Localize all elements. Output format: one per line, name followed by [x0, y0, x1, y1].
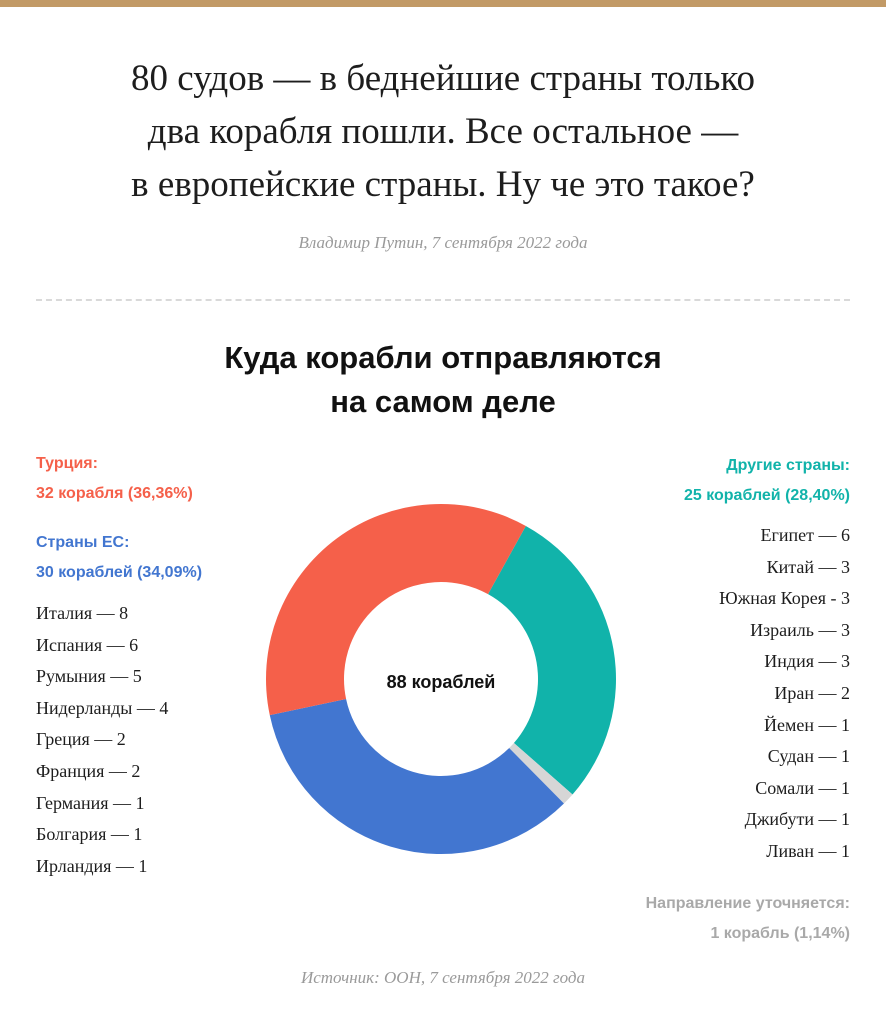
country-list-item: Болгария — 1 [36, 824, 143, 845]
donut-slice-turkey [266, 503, 526, 716]
country-list-item: Китай — 3 [766, 556, 850, 577]
country-list-item: Египет — 6 [760, 525, 851, 545]
legend-turkey-summary: 32 корабля (36,36%) [36, 485, 193, 502]
country-list-item: Сомали — 1 [755, 777, 850, 798]
country-list-item: Италия — 8 [36, 603, 129, 623]
legend-turkey-name: Турция: [36, 455, 98, 472]
country-list-item: Испания — 6 [36, 634, 139, 655]
quote-text: 80 судов — в беднейшие страны только два… [40, 52, 846, 211]
quote-author: Владимир Путин, 7 сентября 2022 года [298, 233, 588, 252]
country-list-item: Ирландия — 1 [36, 855, 148, 876]
donut-slice-pending [509, 742, 573, 804]
quote-line: в европейские страны. Ну че это такое? [131, 164, 755, 205]
chart-title-line: на самом деле [330, 384, 556, 419]
donut-slice-other [488, 525, 616, 795]
legend-eu-name: Страны ЕС: [36, 534, 130, 551]
country-list-item: Нидерланды — 4 [36, 697, 169, 718]
country-list-item: Греция — 2 [36, 729, 126, 750]
donut-center-label: 88 кораблей [387, 672, 496, 692]
top-accent-bar [0, 0, 886, 7]
donut-slice-eu [269, 699, 564, 855]
legend-pending: Направление уточняется: 1 корабль (1,14%… [646, 889, 850, 949]
quote-line: два корабля пошли. Все остальное — [147, 111, 739, 152]
country-list-item: Израиль — 3 [750, 619, 850, 640]
legend-pending-summary: 1 корабль (1,14%) [710, 925, 850, 942]
legend-turkey: Турция: 32 корабля (36,36%) [36, 449, 193, 509]
country-list-item: Йемен — 1 [763, 714, 850, 735]
country-list-item: Иран — 2 [774, 682, 850, 703]
legend-other-summary: 25 кораблей (28,40%) [683, 487, 850, 504]
country-list-item: Румыния — 5 [36, 666, 142, 687]
quote-line: 80 судов — в беднейшие страны только [131, 58, 755, 99]
legend-pending-name: Направление уточняется: [645, 895, 850, 912]
eu-country-list: Италия — 8 Испания — 6 Румыния — 5 Нидерлан… [36, 598, 168, 882]
source-note: Источник: ООН, 7 сентября 2022 года [300, 968, 586, 987]
country-list-item: Джибути — 1 [744, 809, 850, 830]
country-list-item: Южная Корея - 3 [719, 588, 850, 609]
legend-eu-summary: 30 кораблей (34,09%) [36, 564, 203, 581]
legend-other-name: Другие страны: [726, 457, 850, 474]
country-list-item: Индия — 3 [764, 651, 850, 672]
country-list-item: Ливан — 1 [766, 840, 850, 861]
country-list-item: Судан — 1 [767, 746, 850, 767]
chart-title: Куда корабли отправляются на самом деле [40, 336, 846, 424]
dashed-divider [36, 299, 850, 301]
chart-title-line: Куда корабли отправляются [224, 340, 662, 375]
country-list-item: Франция — 2 [36, 760, 141, 781]
country-list-item: Германия — 1 [36, 792, 145, 813]
legend-eu: Страны ЕС: 30 кораблей (34,09%) [36, 528, 202, 588]
other-country-list: Египет — 6 Китай — 3 Южная Корея - 3 Израил… [719, 520, 850, 868]
legend-other: Другие страны: 25 кораблей (28,40%) [684, 451, 850, 511]
